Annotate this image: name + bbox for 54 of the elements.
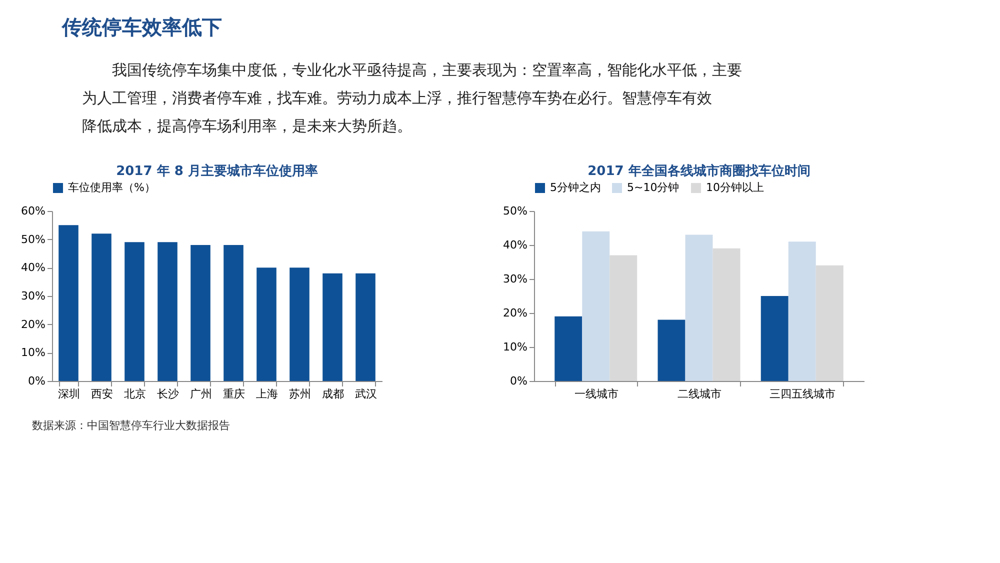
y-tick-label: 40% (21, 261, 46, 274)
bar (788, 242, 816, 381)
x-tick-label: 西安 (91, 388, 113, 400)
y-tick-label: 20% (21, 318, 46, 331)
bar (554, 316, 582, 381)
y-tick-label: 60% (21, 204, 46, 218)
bar (610, 255, 638, 381)
bar (224, 245, 244, 381)
bar (356, 273, 376, 381)
y-tick-label: 10% (503, 340, 528, 354)
y-tick-label: 0% (28, 374, 46, 388)
bar (760, 296, 788, 381)
legend-label: 5分钟之内 (550, 181, 601, 194)
x-tick-label: 深圳 (58, 388, 80, 400)
bar (124, 242, 144, 381)
y-tick-label: 30% (503, 272, 528, 286)
bar (256, 268, 276, 381)
bar (158, 242, 178, 381)
x-tick-label: 北京 (124, 388, 146, 400)
x-tick-label: 长沙 (157, 388, 179, 400)
bar (816, 265, 844, 381)
text: 我国传统停车场集中度低，专业化水平亟待提高，主要表现为：空置率高，智能化水平低，主要为人工管理，消费者停车难，找车难。劳动力成本上浮，推行智慧停车势在必行。智慧停车有效降低成本，提高停车场利用率，是未来大势所趋。 (82, 61, 742, 135)
x-tick-label: 苏州 (289, 388, 311, 400)
bar (190, 245, 210, 381)
x-tick-label: 三四五线城市 (770, 388, 836, 400)
x-tick-label: 重庆 (223, 388, 245, 400)
bar (712, 248, 740, 381)
bar (58, 225, 78, 381)
text: 传统停车效率低下 (61, 15, 222, 39)
y-tick-label: 50% (21, 232, 46, 246)
x-tick-label: 成都 (322, 388, 344, 400)
source-note: 数据来源：中国智慧停车行业大数据报告 (32, 419, 230, 432)
bar (685, 234, 713, 381)
y-tick-label: 30% (21, 290, 46, 302)
x-tick-label: 上海 (256, 388, 278, 400)
legend-label: 10分钟以上 (706, 181, 764, 194)
bar (582, 231, 610, 381)
x-tick-label: 武汉 (355, 388, 377, 400)
y-tick-label: 10% (21, 346, 46, 360)
legend-label: 5~10分钟 (627, 181, 680, 194)
bar (290, 268, 310, 381)
bar (658, 320, 686, 381)
y-tick-label: 20% (503, 306, 528, 320)
x-tick-label: 二线城市 (678, 388, 722, 400)
chart-title: 2017 年全国各线城市商圈找车位时间 (588, 163, 810, 179)
chart-title: 2017 年 8 月主要城市车位使用率 (116, 163, 318, 179)
x-tick-label: 广州 (190, 388, 212, 400)
bar (92, 234, 112, 381)
legend-label: 车位使用率（%） (68, 181, 156, 194)
x-tick-label: 一线城市 (574, 388, 618, 400)
y-tick-label: 0% (510, 374, 528, 388)
y-tick-label: 40% (503, 238, 528, 252)
bar (322, 273, 342, 381)
y-tick-label: 50% (503, 204, 528, 218)
